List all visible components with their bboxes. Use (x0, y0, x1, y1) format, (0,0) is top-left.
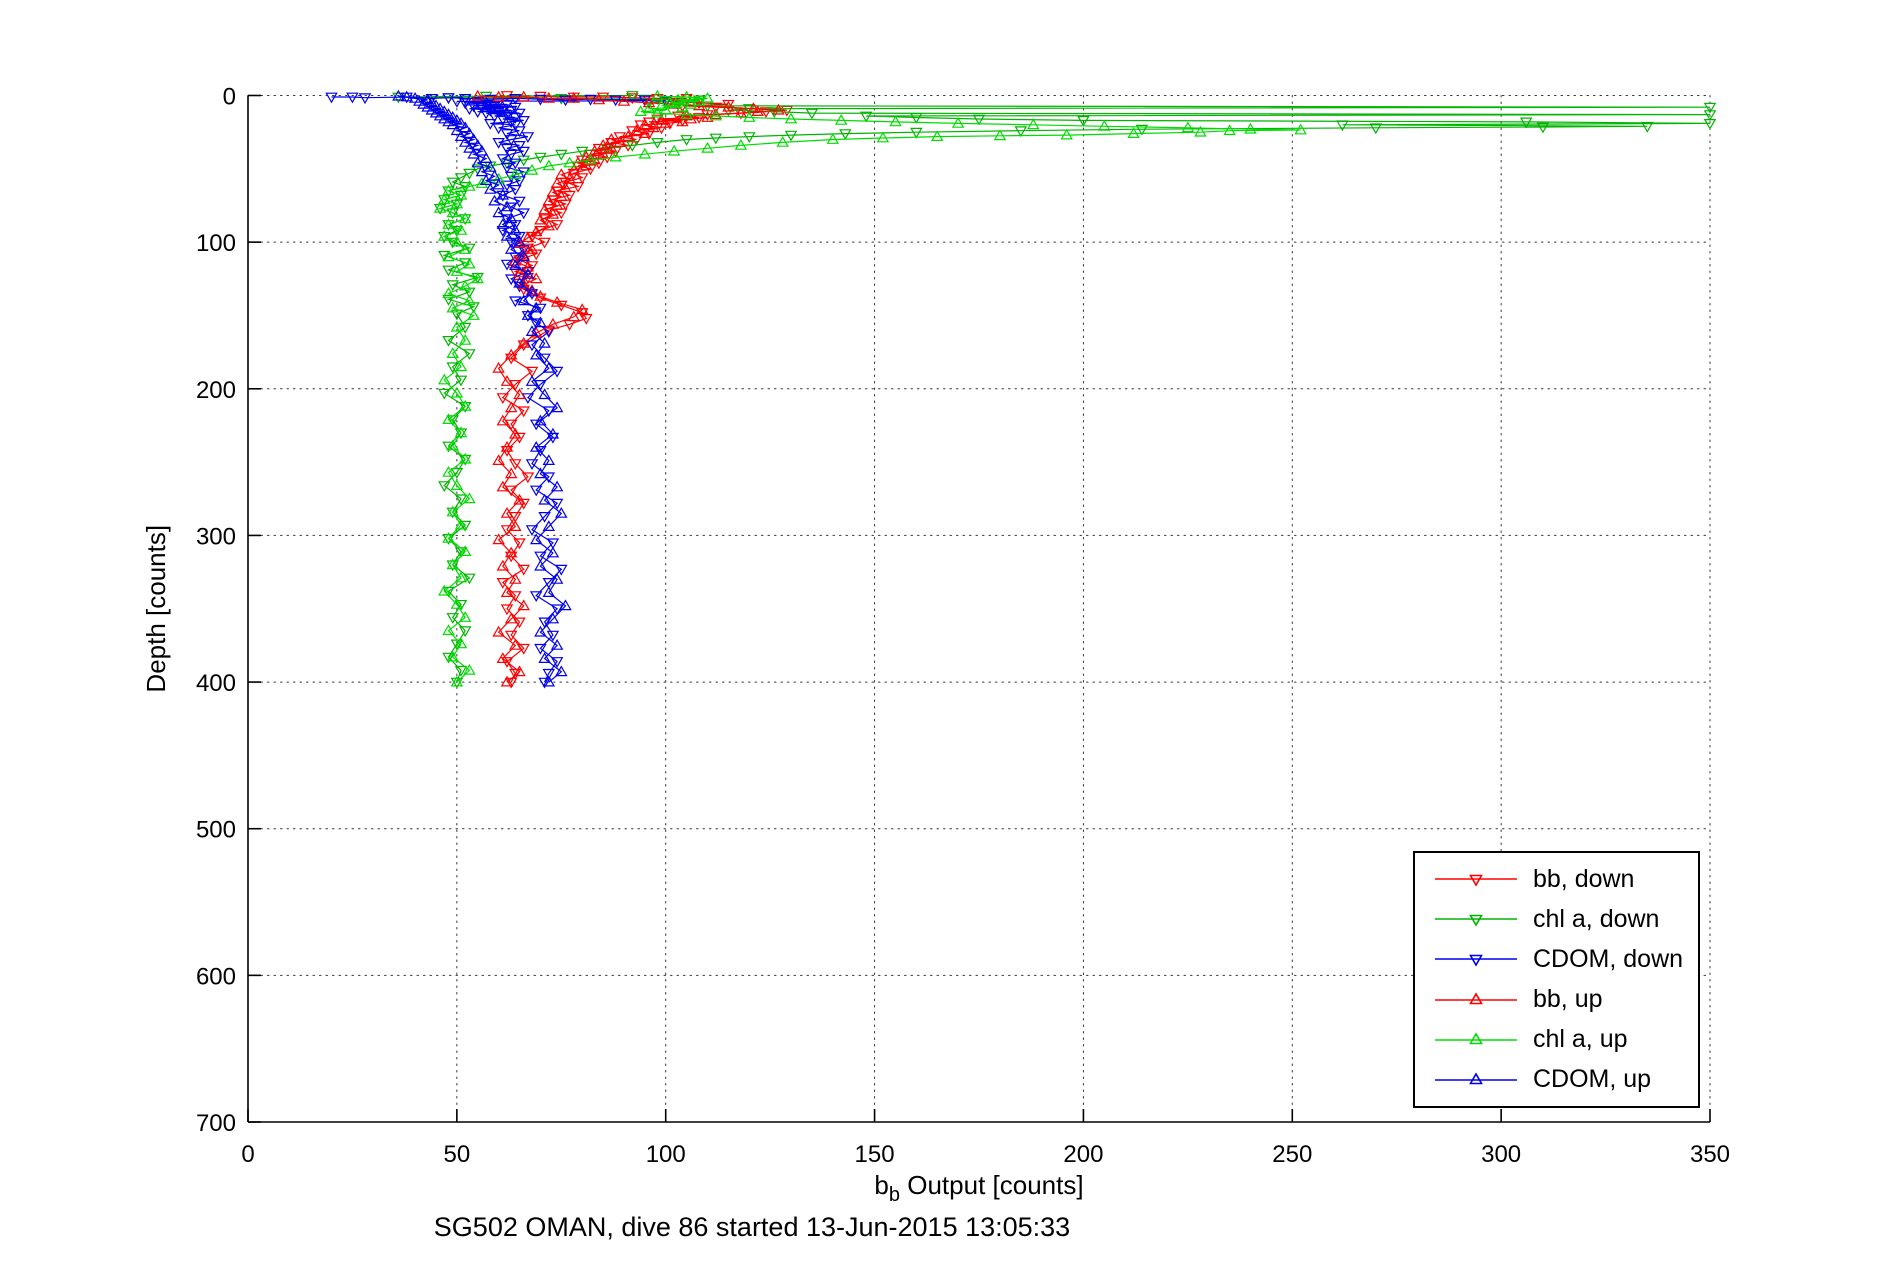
legend-label: bb, up (1533, 985, 1603, 1014)
series-cdom-down (325, 92, 672, 689)
y-tick-label: 100 (196, 230, 236, 257)
legend-line-triangle-down-icon (1435, 914, 1517, 927)
legend-item-chl-a-up: chl a, up (1415, 1021, 1698, 1059)
x-tick-label: 250 (1272, 1141, 1312, 1168)
legend-label: chl a, down (1533, 904, 1660, 933)
legend-label: CDOM, down (1533, 944, 1684, 973)
legend-label: bb, down (1533, 864, 1635, 893)
axes (247, 94, 1711, 1123)
x-tick-label: 150 (855, 1141, 895, 1168)
legend-line-triangle-down-icon (1435, 955, 1517, 967)
y-tick-label: 300 (196, 523, 236, 550)
y-axis-label: Depth [counts] (141, 525, 171, 693)
legend-item-chl-a-down: chl a, down (1415, 900, 1698, 938)
triangle-up-markers (471, 89, 785, 687)
series-chl-a-down (392, 91, 1717, 689)
figure-caption: SG502 OMAN, dive 86 started 13-Jun-2015 … (433, 1212, 1071, 1242)
y-tick-label: 0 (223, 84, 236, 111)
y-tick-label: 400 (196, 670, 236, 697)
legend-line-triangle-up-icon (1435, 1032, 1517, 1045)
x-tick-label: 0 (241, 1141, 254, 1168)
series-chl-a-up (433, 89, 1307, 687)
triangle-down-markers (496, 91, 794, 689)
y-tick-label: 500 (196, 817, 236, 844)
series-group (325, 89, 1717, 689)
y-tick-label: 200 (196, 377, 236, 404)
triangle-up-markers (433, 89, 1307, 687)
legend-label: chl a, up (1533, 1025, 1628, 1054)
x-tick-label: 300 (1481, 1141, 1521, 1168)
triangle-up-markers (392, 89, 572, 687)
x-tick-label: 350 (1690, 1141, 1730, 1168)
y-tick-label: 700 (196, 1110, 236, 1137)
legend-label: CDOM, up (1533, 1065, 1652, 1094)
x-axis-label: bb Output [counts] (874, 1170, 1083, 1206)
y-tick-label: 600 (196, 963, 236, 990)
legend: bb, down chl a, down CDOM, down bb, up chl a… (1413, 851, 1700, 1108)
legend-item-cdom-up: CDOM, up (1415, 1061, 1698, 1099)
triangle-down-markers (325, 92, 672, 689)
tick-labels: 0 50 100 150 200 250 300 350 0 100 200 300 400 500 600… (196, 84, 1730, 1169)
legend-line-triangle-up-icon (1435, 991, 1517, 1004)
legend-item-cdom-down: CDOM, down (1415, 940, 1698, 978)
x-tick-label: 100 (646, 1141, 686, 1168)
x-tick-label: 50 (444, 1141, 471, 1168)
series-line (438, 95, 1301, 683)
legend-line-triangle-down-icon (1435, 874, 1517, 887)
legend-item-bb-up: bb, up (1415, 981, 1698, 1019)
legend-line-triangle-up-icon (1435, 1072, 1517, 1085)
triangle-down-markers (392, 91, 1717, 689)
legend-item-bb-down: bb, down (1415, 860, 1698, 898)
series-bb-down (496, 91, 794, 689)
x-tick-label: 200 (1063, 1141, 1103, 1168)
series-cdom-up (392, 89, 572, 687)
